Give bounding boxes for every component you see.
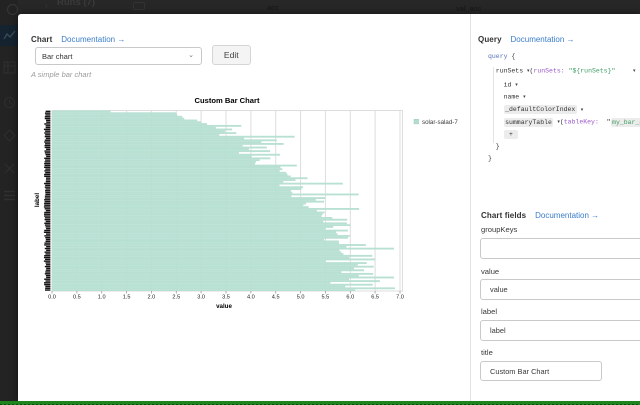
svg-text:0.0: 0.0 [48,295,56,301]
svg-text:3.5: 3.5 [222,295,230,301]
svg-text:1.5: 1.5 [123,295,131,301]
svg-text:5.5: 5.5 [322,295,330,301]
svg-text:7.0: 7.0 [396,295,404,301]
svg-text:2.5: 2.5 [172,295,180,301]
svg-text:3.0: 3.0 [197,295,205,301]
svg-text:4.0: 4.0 [247,295,255,301]
svg-text:2.0: 2.0 [148,295,156,301]
svg-text:6.0: 6.0 [346,295,354,301]
svg-text:label: label [34,193,41,207]
svg-text:4.5: 4.5 [272,295,280,301]
svg-text:0.5: 0.5 [73,295,81,301]
svg-text:solar-salad-7: solar-salad-7 [422,119,458,126]
svg-text:1.0: 1.0 [98,295,106,301]
svg-text:Custom Bar Chart: Custom Bar Chart [195,96,260,105]
svg-text:value: value [216,303,232,310]
svg-text:5.0: 5.0 [297,295,305,301]
svg-text:6.5: 6.5 [371,295,379,301]
